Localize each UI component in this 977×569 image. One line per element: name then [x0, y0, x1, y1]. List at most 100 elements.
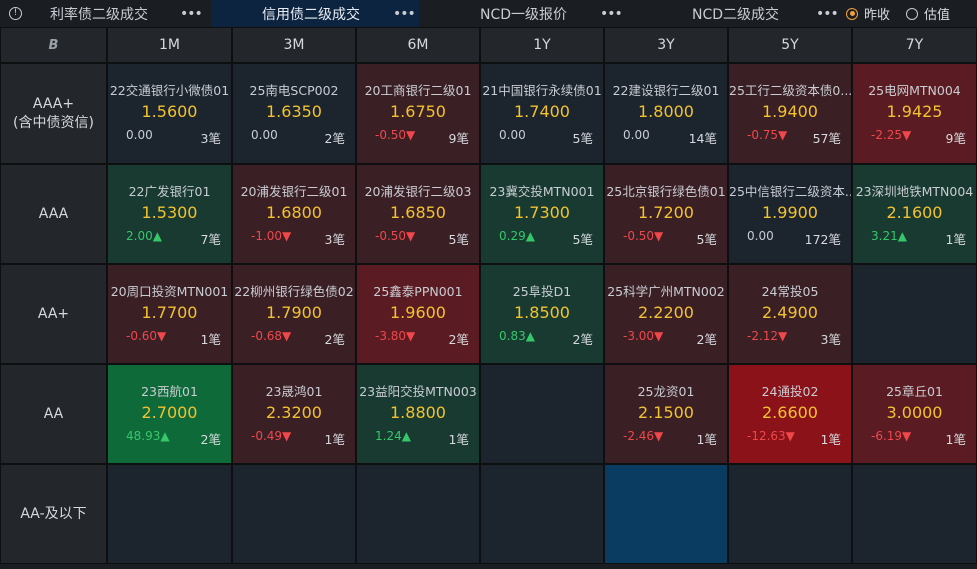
bond-cell: [232, 464, 356, 564]
bond-yield: 1.7300: [514, 203, 570, 222]
bond-name: 22柳州银行绿色债02: [234, 284, 354, 299]
tenor-header-3m[interactable]: 3M: [232, 27, 356, 63]
bond-change: 0.00: [747, 229, 774, 243]
bond-name: 22广发银行01: [128, 184, 211, 199]
tab-ncd-secondary[interactable]: NCD二级成交 •••: [632, 0, 839, 27]
bond-yield: 1.7200: [638, 203, 694, 222]
bond-name: 20周口投资MTN001: [110, 284, 229, 299]
trade-count: 2笔: [200, 432, 221, 447]
bond-cell[interactable]: 25电网MTN004 1.9425 -2.25▼ 9笔: [852, 63, 977, 164]
more-icon[interactable]: •••: [816, 5, 839, 22]
bond-name: 22交通银行小微债01: [109, 83, 230, 98]
corner-cell: B: [0, 27, 107, 63]
radio-label: 昨收: [864, 8, 891, 23]
tab-label: 信用债二级成交: [262, 6, 360, 23]
bond-name: 25龙资01: [637, 384, 695, 399]
bond-cell: [107, 464, 232, 564]
bond-cell[interactable]: 25阜投D1 1.8500 0.83▲ 2笔: [480, 264, 604, 364]
radio-label: 估值: [924, 8, 951, 23]
trade-count: 2笔: [572, 332, 593, 347]
trade-count: 5笔: [572, 232, 593, 247]
bond-cell[interactable]: 20浦发银行二级01 1.6800 -1.00▼ 3笔: [232, 164, 356, 264]
bond-cell[interactable]: 22交通银行小微债01 1.5600 0.00 3笔: [107, 63, 232, 164]
bond-yield: 1.6800: [266, 203, 322, 222]
info-icon[interactable]: !: [9, 7, 22, 20]
tab-ncd-primary-quote[interactable]: NCD一级报价 •••: [420, 0, 630, 27]
bond-name: 23西航01: [141, 384, 198, 399]
bond-name: 25南电SCP002: [249, 83, 339, 98]
bond-cell[interactable]: 22广发银行01 1.5300 2.00▲ 7笔: [107, 164, 232, 264]
bond-cell[interactable]: 23晟鸿01 2.3200 -0.49▼ 1笔: [232, 364, 356, 464]
bond-cell: [480, 364, 604, 464]
bond-name: 25工行二级资本债0...: [729, 83, 851, 98]
tenor-header-1y[interactable]: 1Y: [480, 27, 604, 63]
bond-cell[interactable]: 24常投05 2.4900 -2.12▼ 3笔: [728, 264, 852, 364]
bond-change: 0.00: [623, 128, 650, 142]
bond-yield: 2.4900: [762, 303, 818, 322]
bond-change: 0.00: [499, 128, 526, 142]
bond-cell[interactable]: 20浦发银行二级03 1.6850 -0.50▼ 5笔: [356, 164, 480, 264]
bond-cell[interactable]: 24通投02 2.6600 -12.63▼ 1笔: [728, 364, 852, 464]
bond-change: -0.60▼: [126, 329, 167, 343]
trade-count: 9笔: [448, 131, 469, 146]
bond-change: -0.75▼: [747, 128, 788, 142]
bond-cell[interactable]: 20工商银行二级01 1.6750 -0.50▼ 9笔: [356, 63, 480, 164]
trade-count: 7笔: [200, 232, 221, 247]
radio-prev-close[interactable]: 昨收: [846, 0, 890, 27]
trade-count: 3笔: [324, 232, 345, 247]
bond-name: 24常投05: [761, 284, 819, 299]
bond-change: 3.21▲: [871, 229, 907, 243]
bond-cell[interactable]: 25南电SCP002 1.6350 0.00 2笔: [232, 63, 356, 164]
bond-cell[interactable]: 25鑫泰PPN001 1.9600 -3.80▼ 2笔: [356, 264, 480, 364]
bond-cell[interactable]: 25工行二级资本债0... 1.9400 -0.75▼ 57笔: [728, 63, 852, 164]
bond-change: -0.50▼: [375, 128, 416, 142]
bond-yield: 1.9425: [886, 102, 943, 121]
trade-count: 14笔: [688, 131, 717, 146]
bond-cell[interactable]: 23深圳地铁MTN004 2.1600 3.21▲ 1笔: [852, 164, 977, 264]
radio-unselected-icon: [906, 7, 918, 20]
more-icon[interactable]: •••: [600, 5, 623, 22]
bond-name: 25北京银行绿色债01: [606, 184, 726, 199]
bond-cell[interactable]: 23益阳交投MTN003 1.8800 1.24▲ 1笔: [356, 364, 480, 464]
bond-cell[interactable]: 25科学广州MTN002 2.2200 -3.00▼ 2笔: [604, 264, 728, 364]
bond-change: -6.19▼: [871, 429, 912, 443]
bond-cell[interactable]: 23冀交投MTN001 1.7300 0.29▲ 5笔: [480, 164, 604, 264]
bond-cell[interactable]: 25龙资01 2.1500 -2.46▼ 1笔: [604, 364, 728, 464]
bond-cell[interactable]: 23西航01 2.7000 48.93▲ 2笔: [107, 364, 232, 464]
bond-yield: 2.6600: [762, 403, 818, 422]
bond-change: 0.29▲: [499, 229, 535, 243]
bond-change: -0.68▼: [251, 329, 292, 343]
bond-yield: 1.9900: [762, 203, 818, 222]
tenor-header-7y[interactable]: 7Y: [852, 27, 977, 63]
bond-cell[interactable]: 22建设银行二级01 1.8000 0.00 14笔: [604, 63, 728, 164]
bond-cell[interactable]: 21中国银行永续债01 1.7400 0.00 5笔: [480, 63, 604, 164]
tab-credit-bond-secondary[interactable]: 信用债二级成交 •••: [211, 0, 419, 27]
bond-yield: 1.8500: [514, 303, 570, 322]
rating-header: AA: [0, 364, 107, 464]
bond-name: 25科学广州MTN002: [607, 284, 725, 299]
trade-count: 2笔: [324, 332, 345, 347]
bond-cell[interactable]: 20周口投资MTN001 1.7700 -0.60▼ 1笔: [107, 264, 232, 364]
tenor-header-1m[interactable]: 1M: [107, 27, 232, 63]
bond-yield: 1.5300: [141, 203, 198, 222]
bond-cell[interactable]: 25北京银行绿色债01 1.7200 -0.50▼ 5笔: [604, 164, 728, 264]
bond-name: 23晟鸿01: [265, 384, 323, 399]
tenor-header-5y[interactable]: 5Y: [728, 27, 852, 63]
rating-tenor-grid: B 1M 3M 6M 1Y 3Y 5Y 7Y AAA+ (含中债资信) 22交通银行小微债01 1…: [0, 27, 977, 564]
bond-yield: 1.7400: [514, 102, 570, 121]
tenor-header-6m[interactable]: 6M: [356, 27, 480, 63]
radio-valuation[interactable]: 估值: [906, 0, 950, 27]
tenor-header-3y[interactable]: 3Y: [604, 27, 728, 63]
bond-cell[interactable]: 25章丘01 3.0000 -6.19▼ 1笔: [852, 364, 977, 464]
bond-cell[interactable]: 25中信银行二级资本... 1.9900 0.00 172笔: [728, 164, 852, 264]
bond-name: 20工商银行二级01: [364, 83, 472, 98]
tab-rate-bond-secondary[interactable]: 利率债二级成交 •••: [28, 0, 208, 27]
bond-yield: 1.8800: [390, 403, 446, 422]
more-icon[interactable]: •••: [393, 5, 416, 22]
trade-count: 3笔: [200, 131, 221, 146]
bond-change: -0.49▼: [251, 429, 292, 443]
more-icon[interactable]: •••: [180, 5, 203, 22]
trade-count: 3笔: [820, 332, 841, 347]
bond-change: -3.80▼: [375, 329, 416, 343]
bond-cell[interactable]: 22柳州银行绿色债02 1.7900 -0.68▼ 2笔: [232, 264, 356, 364]
